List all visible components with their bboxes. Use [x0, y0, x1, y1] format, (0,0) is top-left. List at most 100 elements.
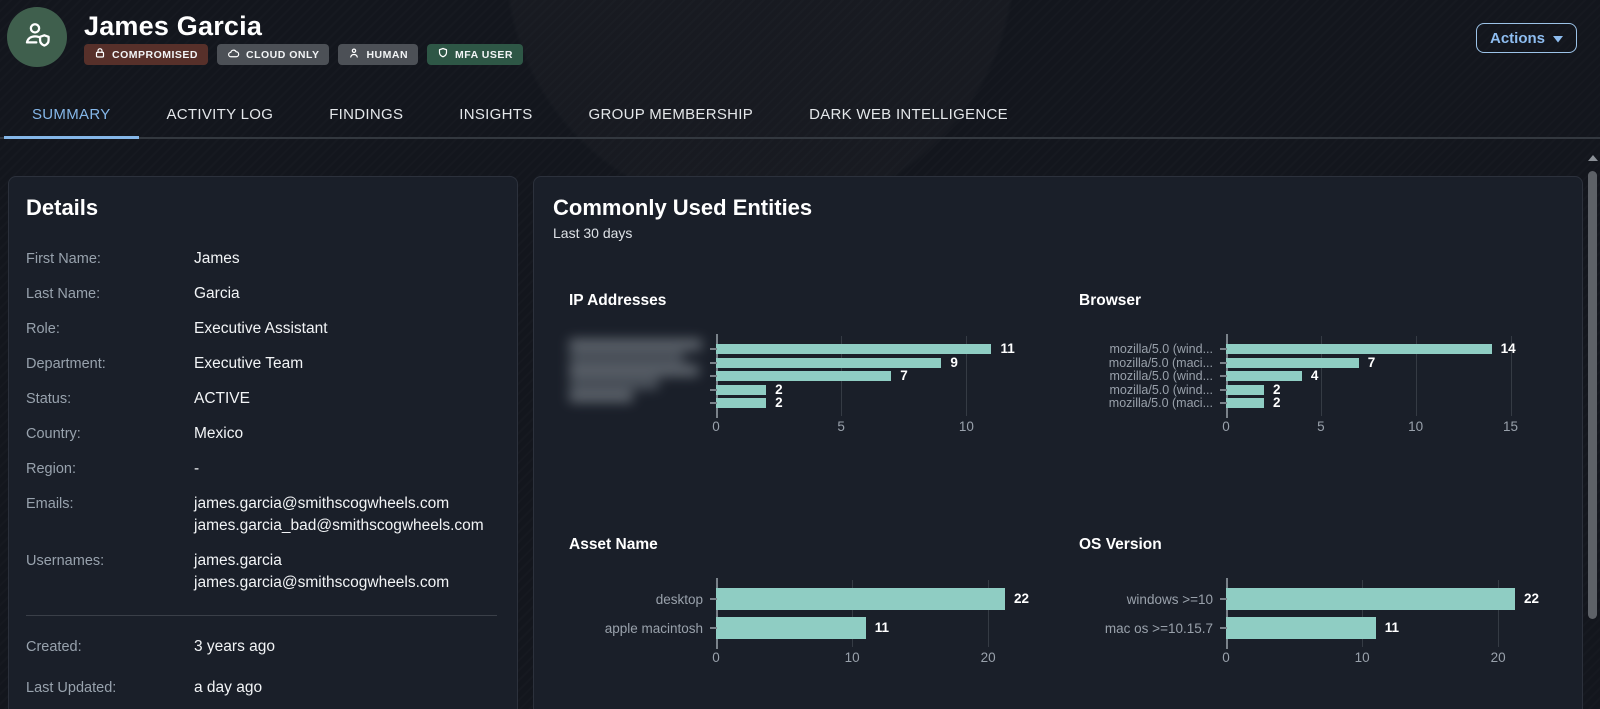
detail-label: Emails:	[26, 496, 74, 512]
bar-zone: 22	[710, 588, 1029, 610]
scrollbar-thumb[interactable]	[1588, 171, 1597, 619]
bar-zone: 2	[710, 381, 1029, 397]
bar-row: mozilla/5.0 (wind... 14	[1079, 342, 1539, 356]
value-label: 11	[1384, 620, 1399, 636]
detail-value: a day ago	[194, 679, 263, 696]
badge-label: COMPROMISED	[112, 48, 199, 61]
detail-label: Last Name:	[26, 286, 101, 302]
detail-value: James	[194, 250, 240, 267]
blur-bar-shape	[569, 365, 700, 376]
bar-row: 7	[569, 369, 1029, 382]
gridline	[988, 580, 990, 647]
gridline	[852, 580, 854, 647]
badge-compromised: COMPROMISED	[84, 44, 209, 65]
bar-zone: 4	[1220, 368, 1539, 384]
gridline	[966, 336, 968, 416]
blur-bar-shape	[569, 352, 684, 363]
detail-row: Country: Mexico	[26, 423, 499, 445]
shield-icon	[437, 47, 449, 62]
scroll-up-arrow-icon[interactable]	[1587, 155, 1598, 161]
badge-label: MFA USER	[455, 48, 513, 61]
person-icon	[348, 47, 360, 62]
x-tick-label: 15	[1503, 419, 1519, 434]
detail-label: Department:	[26, 356, 106, 372]
chart-rows: windows >=10 22 mac os >=10.15.7 11	[1079, 588, 1539, 639]
value-label: 4	[1310, 368, 1319, 384]
chart-rows: mozilla/5.0 (wind... 14 mozilla/5.0 (maci.…	[1079, 342, 1539, 411]
blur-bar-shape	[569, 378, 659, 389]
x-tick-label: 5	[1317, 419, 1325, 434]
chart-title: Asset Name	[569, 536, 658, 553]
chart-rows: 11 9 7 2 2	[569, 342, 1029, 411]
detail-value: -	[194, 460, 200, 477]
chart-browser: Browser mozilla/5.0 (wind... 14 mozilla/5.0…	[1079, 292, 1539, 442]
detail-values: Executive Team	[194, 353, 499, 375]
detail-label: Country:	[26, 426, 81, 442]
bar-row: mozilla/5.0 (wind... 4	[1079, 368, 1539, 384]
bar	[1226, 398, 1264, 408]
detail-label: Last Updated:	[26, 680, 117, 696]
detail-values: Executive Assistant	[194, 318, 499, 340]
blur-bar-shape	[569, 391, 634, 402]
detail-row: Department: Executive Team	[26, 353, 499, 375]
page-title: James Garcia	[84, 11, 263, 41]
tab-dark-web-intelligence[interactable]: DARK WEB INTELLIGENCE	[781, 92, 1036, 137]
detail-label: Usernames:	[26, 553, 105, 569]
tab-findings[interactable]: FINDINGS	[301, 92, 431, 137]
value-label: 2	[1272, 395, 1281, 411]
value-label: 9	[950, 354, 958, 370]
category-label: desktop	[655, 591, 703, 607]
value-label: 22	[1523, 591, 1539, 607]
actions-button-label: Actions	[1489, 29, 1545, 47]
chart-plot: desktop 22 apple macintosh 11 0 10 20	[569, 578, 1029, 673]
chart-os-version: OS Version windows >=10 22 mac os >=10.15.7…	[1079, 536, 1539, 673]
detail-values: Garcia	[194, 283, 499, 305]
y-axis-line	[716, 578, 718, 649]
bar-zone: 11	[1220, 617, 1539, 639]
bar	[1226, 588, 1515, 610]
tab-summary[interactable]: SUMMARY	[4, 92, 139, 139]
detail-value: Executive Assistant	[194, 320, 328, 337]
chart-title: OS Version	[1079, 536, 1162, 553]
blur-bar-shape	[569, 339, 702, 350]
x-tick-label: 0	[712, 419, 720, 434]
bar-zone: 2	[1220, 395, 1539, 411]
tab-insights[interactable]: INSIGHTS	[431, 92, 560, 137]
detail-row: Created: 3 years ago	[26, 636, 499, 658]
actions-button[interactable]: Actions	[1475, 23, 1577, 53]
x-tick-label: 20	[980, 650, 996, 665]
commonly-used-entities-panel: Commonly Used Entities Last 30 days IP A…	[533, 176, 1583, 709]
detail-values: Mexico	[194, 423, 499, 445]
bar-row: 2	[569, 395, 1029, 411]
tab-group-membership[interactable]: GROUP MEMBERSHIP	[561, 92, 782, 137]
detail-value: james.garcia_bad@smithscogwheels.com	[194, 517, 484, 534]
vertical-scrollbar[interactable]	[1586, 148, 1599, 709]
bar-row: mozilla/5.0 (maci... 7	[1079, 356, 1539, 370]
bar-zone: 2	[710, 395, 1029, 411]
x-tick-label: 10	[1354, 650, 1370, 665]
detail-value: Garcia	[194, 285, 240, 302]
detail-row: First Name: James	[26, 248, 499, 270]
x-tick-label: 5	[837, 419, 845, 434]
detail-row: Status: ACTIVE	[26, 388, 499, 410]
x-tick-label: 10	[844, 650, 860, 665]
tab-bar: SUMMARY ACTIVITY LOG FINDINGS INSIGHTS G…	[0, 92, 1600, 139]
details-panel: Details First Name: James Last Name: Garcia…	[8, 176, 518, 709]
chart-plot: 11 9 7 2 2 0 5 10	[569, 334, 1029, 442]
value-label: 2	[775, 381, 783, 397]
gridline	[1415, 336, 1417, 416]
gridline	[1362, 580, 1364, 647]
detail-values: James	[194, 248, 499, 270]
tab-activity-log[interactable]: ACTIVITY LOG	[139, 92, 302, 137]
category-label: mozilla/5.0 (wind...	[1109, 369, 1213, 383]
gridline	[1320, 336, 1322, 416]
entities-panel-subtitle: Last 30 days	[553, 225, 633, 241]
detail-row: Last Name: Garcia	[26, 283, 499, 305]
bar	[1226, 344, 1492, 354]
detail-row: Last Updated: a day ago	[26, 677, 499, 699]
bar	[716, 588, 1005, 610]
bar	[716, 398, 767, 408]
badge-human: HUMAN	[338, 44, 419, 65]
tab-label: INSIGHTS	[459, 106, 533, 123]
value-label: 2	[775, 395, 783, 411]
